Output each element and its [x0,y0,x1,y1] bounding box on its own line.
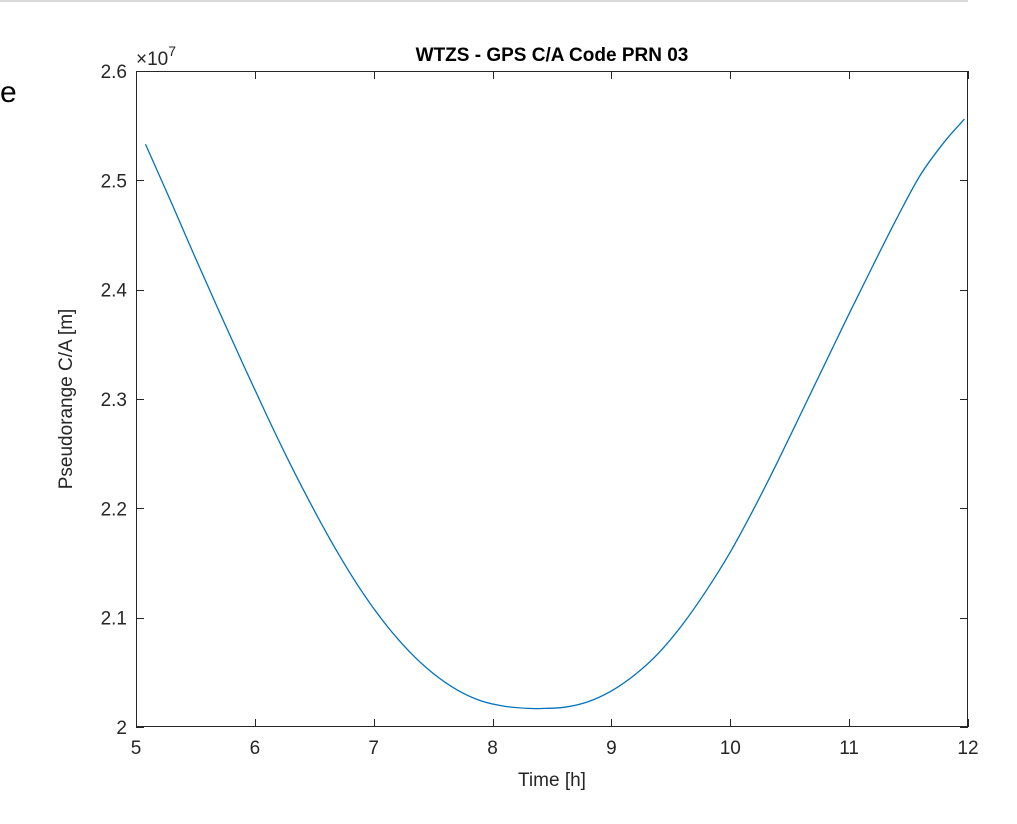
plot-area [136,71,968,727]
window-top-border [0,0,968,2]
y-tick-label: 2 [116,718,127,739]
x-axis-label: Time [h] [518,770,586,791]
series-line [144,118,965,710]
y-tick-label: 2.2 [101,499,127,520]
cropped-edge-text: e [0,76,17,109]
y-tick-label: 2.4 [101,281,128,302]
chart-title: WTZS - GPS C/A Code PRN 03 [416,45,689,66]
x-tick-label: 5 [131,738,142,759]
y-axis-label: Pseudorange C/A [m] [56,309,77,490]
y-tick-label: 2.3 [101,390,127,411]
x-tick-label: 12 [957,738,978,759]
y-tick-label: 2.1 [101,609,127,630]
x-tick-label: 6 [250,738,261,759]
y-axis-exponent: ×107 [136,43,176,70]
y-tick-label: 2.5 [101,171,127,192]
x-tick-label: 7 [368,738,379,759]
x-tick-label: 9 [606,738,617,759]
x-tick-label: 10 [720,738,741,759]
x-tick-label: 8 [487,738,498,759]
y-axis-exponent-base: ×10 [136,49,168,70]
y-tick-label: 2.6 [101,62,127,83]
y-axis-exponent-power: 7 [168,43,176,59]
x-tick-label: 11 [839,738,859,759]
